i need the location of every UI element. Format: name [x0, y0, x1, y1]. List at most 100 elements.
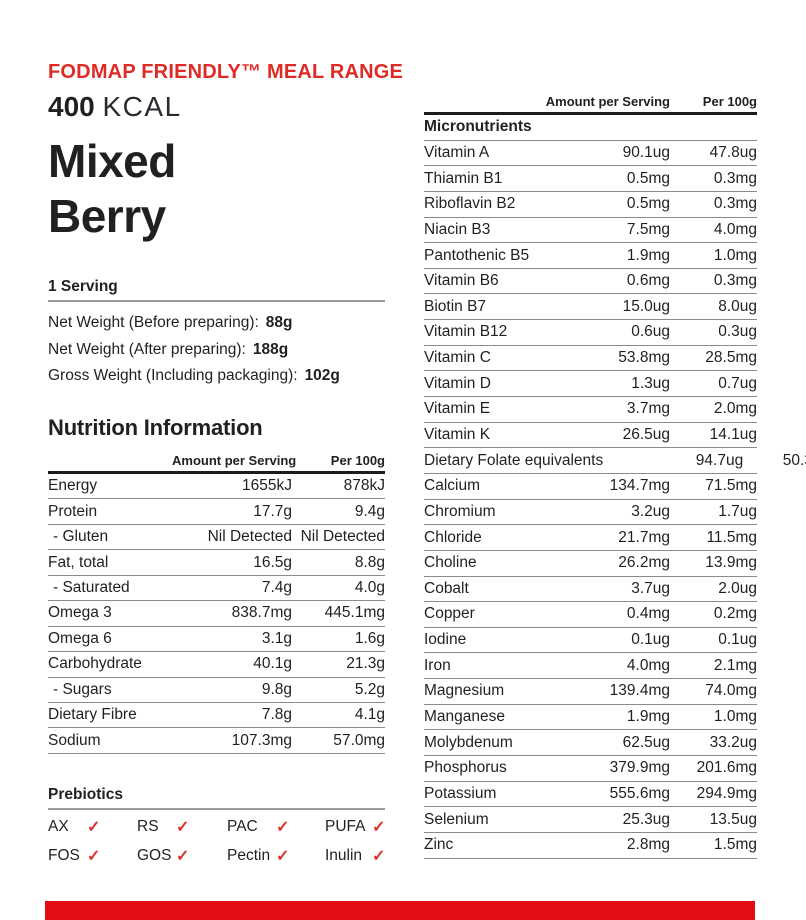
row-value: 0.2mg — [713, 605, 757, 623]
row-value: 1.3ug — [631, 374, 670, 392]
brand-range-line: FODMAP FRIENDLY™ MEAL RANGE — [48, 61, 404, 83]
row-value: 17.7g — [253, 502, 292, 520]
row-label: Iodine — [424, 631, 467, 649]
row-value: 2.8mg — [626, 836, 670, 854]
nutrition-table-header-row: Amount per Serving Per 100g — [48, 452, 385, 474]
table-row: Niacin B3 7.5mg 4.0mg — [424, 218, 757, 244]
col-header-per100g: Per 100g — [702, 94, 757, 109]
row-value: 25.3ug — [622, 810, 670, 828]
row-label: Copper — [424, 605, 475, 623]
serving-divider — [48, 300, 385, 302]
table-row: Vitamin D 1.3ug 0.7ug — [424, 371, 757, 398]
row-value: 13.9mg — [705, 554, 757, 572]
table-row: Chromium 3.2ug 1.7ug — [424, 500, 757, 526]
row-value: 1.9mg — [626, 708, 670, 726]
row-label: - Gluten — [53, 528, 109, 546]
table-row: Vitamin C 53.8mg 28.5mg — [424, 346, 757, 372]
table-row: Pantothenic B5 1.9mg 1.0mg — [424, 243, 757, 269]
col-header-serving: Amount per Serving — [545, 94, 670, 109]
row-value: 294.9mg — [696, 784, 757, 802]
row-value: 555.6mg — [609, 784, 670, 802]
row-value: 838.7mg — [231, 604, 292, 622]
micronutrients-table-body: Micronutrients Vitamin A 90.1ug 47.8ug Thiam… — [424, 115, 806, 859]
row-label: Zinc — [424, 836, 454, 854]
table-row: Potassium 555.6mg 294.9mg — [424, 782, 757, 808]
row-value: 7.5mg — [626, 220, 670, 238]
row-label: Thiamin B1 — [424, 169, 503, 187]
row-label: Riboflavin B2 — [424, 195, 516, 213]
prebiotic-item: Inulin ✓ — [325, 845, 393, 867]
row-value: 445.1mg — [324, 604, 385, 622]
row-label: Energy — [48, 477, 98, 495]
row-value: 0.6mg — [626, 272, 670, 290]
table-row: - Gluten Nil Detected Nil Detected — [48, 525, 385, 551]
checkmark-icon: ✓ — [176, 819, 190, 836]
nutrition-information-heading: Nutrition Information — [48, 415, 263, 440]
table-row: Carbohydrate 40.1g 21.3g — [48, 652, 385, 678]
table-row: Sodium 107.3mg 57.0mg — [48, 728, 385, 754]
col-header-per100g: Per 100g — [330, 453, 385, 468]
row-value: 0.1ug — [631, 631, 670, 649]
table-row: Manganese 1.9mg 1.0mg — [424, 705, 757, 731]
row-value: 3.7ug — [631, 579, 670, 597]
row-value: 4.0g — [354, 578, 385, 596]
row-value: 11.5mg — [706, 528, 757, 546]
prebiotic-label: FOS — [48, 847, 80, 864]
table-row: Dietary Fibre 7.8g 4.1g — [48, 703, 385, 729]
row-label: Pantothenic B5 — [424, 246, 530, 264]
prebiotic-label: PUFA — [325, 818, 366, 835]
row-label: Vitamin E — [424, 400, 491, 418]
row-value: 0.3mg — [713, 272, 757, 290]
row-value: 21.3g — [346, 655, 385, 673]
row-value: 28.5mg — [705, 349, 757, 367]
row-value: 0.1ug — [718, 631, 757, 649]
weight-label: Net Weight (Before preparing): — [48, 314, 259, 332]
table-row: Choline 26.2mg 13.9mg — [424, 551, 757, 577]
row-value: 33.2ug — [709, 733, 757, 751]
row-label: Niacin B3 — [424, 220, 491, 238]
weight-row: Gross Weight (Including packaging): 102g — [48, 363, 408, 390]
row-value: 26.5ug — [622, 426, 670, 443]
table-row: Omega 6 3.1g 1.6g — [48, 627, 385, 653]
serving-heading: 1 Serving — [48, 278, 118, 295]
row-value: 4.0mg — [626, 656, 670, 674]
table-row: Vitamin B12 0.6ug 0.3ug — [424, 320, 757, 346]
row-value: 0.5mg — [626, 169, 670, 187]
row-value: 16.5g — [253, 553, 292, 571]
row-value: 878kJ — [343, 477, 385, 495]
row-label: Calcium — [424, 477, 480, 495]
table-row: Selenium 25.3ug 13.5ug — [424, 807, 757, 833]
prebiotic-item: GOS ✓ — [137, 845, 227, 867]
row-value: 3.1g — [261, 629, 292, 647]
prebiotics-grid: AX ✓ RS ✓ PAC ✓ PUFA ✓ FOS ✓ GOS ✓ Pectin ✓ Inulin ✓ — [48, 816, 393, 867]
row-value: 94.7ug — [695, 451, 744, 469]
checkmark-icon: ✓ — [276, 848, 290, 865]
row-label: Iron — [424, 656, 451, 674]
table-row: - Saturated 7.4g 4.0g — [48, 576, 385, 602]
table-row: Vitamin E 3.7mg 2.0mg — [424, 397, 757, 423]
prebiotic-label: PAC — [227, 818, 258, 835]
row-value: Nil Detected — [300, 528, 385, 546]
prebiotic-label: AX — [48, 818, 69, 835]
product-title-line1: Mixed — [48, 135, 176, 187]
row-label: Vitamin B12 — [424, 323, 508, 341]
table-row: Chloride 21.7mg 11.5mg — [424, 525, 757, 551]
kcal-line: 400 KCAL — [48, 91, 182, 123]
prebiotic-label: Pectin — [227, 847, 271, 864]
row-value: 1.6g — [354, 629, 385, 647]
row-value: 2.1mg — [713, 656, 757, 674]
table-row: Riboflavin B2 0.5mg 0.3mg — [424, 192, 757, 218]
weight-value: 88g — [265, 314, 293, 332]
row-label: Omega 6 — [48, 629, 112, 647]
row-value: 40.1g — [253, 655, 292, 673]
prebiotic-label: Inulin — [325, 847, 363, 864]
row-label: Protein — [48, 502, 98, 520]
weight-label: Net Weight (After preparing): — [48, 340, 246, 358]
row-value: Nil Detected — [207, 528, 292, 546]
table-row: Protein 17.7g 9.4g — [48, 499, 385, 525]
prebiotic-label: RS — [137, 818, 159, 835]
row-label: Vitamin D — [424, 374, 491, 392]
row-value: 26.2mg — [618, 554, 670, 572]
checkmark-icon: ✓ — [176, 848, 190, 865]
